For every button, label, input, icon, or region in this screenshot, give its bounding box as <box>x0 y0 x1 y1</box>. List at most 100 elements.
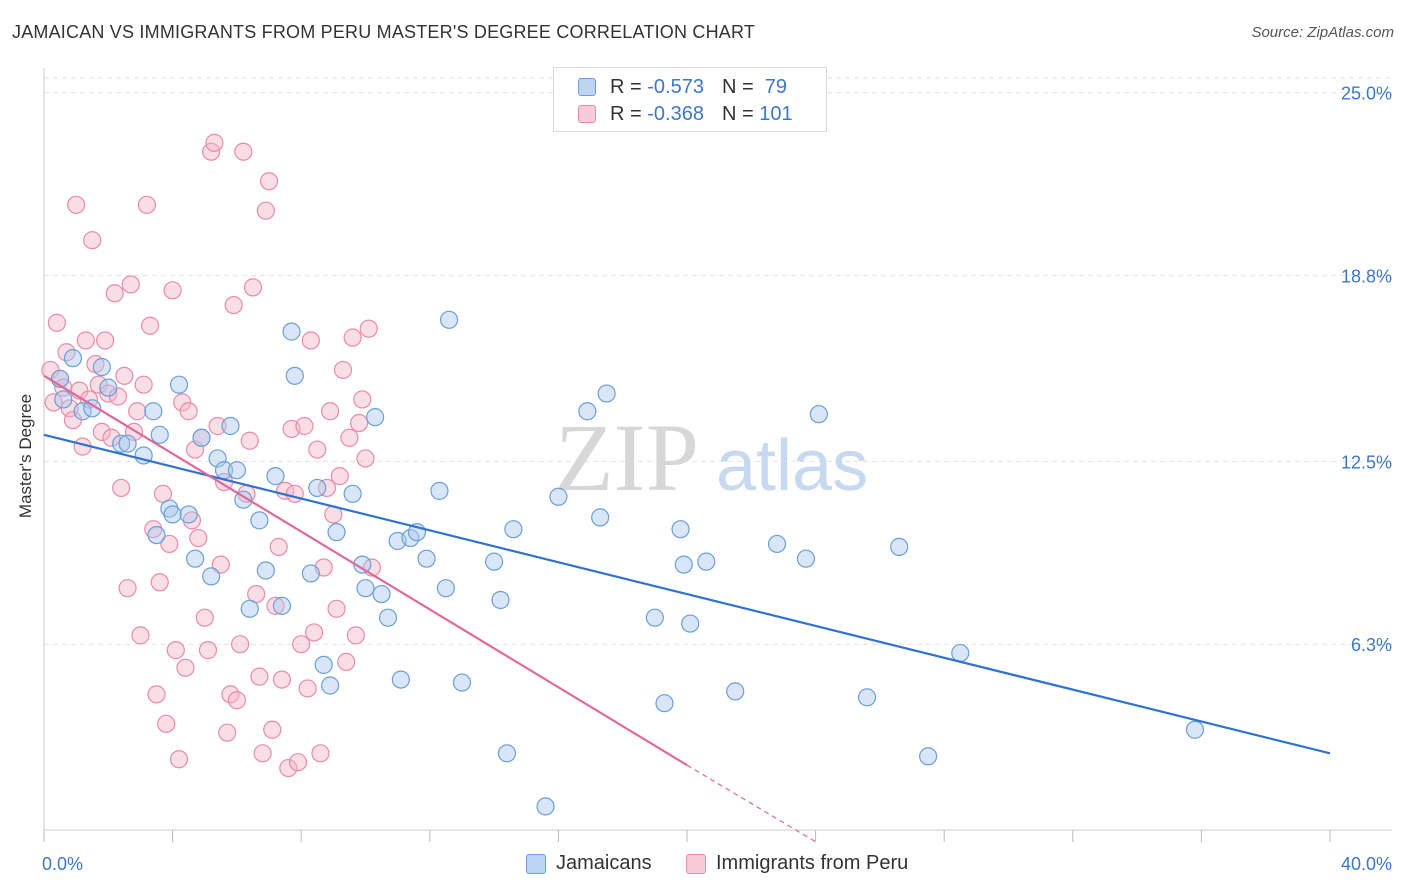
peru-point <box>150 573 169 592</box>
peru-point <box>321 402 340 421</box>
legend-n-value: 101 <box>759 102 793 125</box>
jamaican-point <box>591 508 610 527</box>
jamaican-point <box>282 322 301 341</box>
legend-row-peru: R = -0.368 N = 101 <box>578 101 793 127</box>
peru-point <box>160 534 179 554</box>
peru-point <box>333 360 353 380</box>
jamaican-point <box>208 449 227 468</box>
legend-n-label: N = <box>721 102 754 125</box>
jamaican-point <box>417 549 436 568</box>
jamaican-point <box>54 390 73 409</box>
y-tick-label: 25.0% <box>1341 84 1392 104</box>
jamaican-point <box>951 643 970 663</box>
peru-point <box>83 231 102 250</box>
peru-trend-extension <box>686 764 816 843</box>
axes <box>43 68 1392 842</box>
jamaican-point <box>92 357 111 377</box>
peru-point <box>47 313 66 332</box>
jamaican-point <box>285 366 304 385</box>
jamaican-point <box>314 655 333 674</box>
watermark: ZIP atlas <box>555 404 868 511</box>
jamaican-point <box>578 402 597 421</box>
legend-item-peru: Immigrants from Peru <box>686 852 908 875</box>
jamaican-point <box>366 408 385 427</box>
jamaican-point <box>645 608 664 627</box>
peru-point <box>105 284 124 303</box>
peru-point <box>298 679 317 698</box>
peru-point <box>157 714 176 733</box>
jamaican-point <box>192 428 211 447</box>
jamaican-point <box>491 590 510 610</box>
jamaican-point <box>99 378 118 397</box>
jamaican-point <box>202 567 221 586</box>
jamaican-point <box>439 310 459 329</box>
jamaican-point <box>536 797 555 816</box>
peru-point <box>340 428 359 447</box>
series-legend: Jamaicans Immigrants from Peru <box>0 852 1406 876</box>
jamaican-point <box>857 688 877 707</box>
peru-point <box>169 750 189 769</box>
jamaican-point <box>549 487 568 506</box>
jamaican-point <box>186 549 205 568</box>
jamaican-point <box>674 555 693 574</box>
peru-point <box>147 685 166 704</box>
jamaican-point <box>272 596 292 615</box>
jamaican-point <box>144 402 163 421</box>
peru-point <box>134 375 153 394</box>
jamaican-points <box>50 310 1205 816</box>
peru-point <box>95 331 115 350</box>
peru-point <box>118 579 137 598</box>
jamaican-point <box>726 682 745 701</box>
jamaican-point <box>147 525 166 545</box>
jamaican-point <box>504 520 523 539</box>
peru-point <box>198 641 218 660</box>
jamaican-point <box>234 490 253 509</box>
y-tick-label: 6.3% <box>1351 635 1392 655</box>
jamaican-point <box>671 520 690 539</box>
legend-label-peru: Immigrants from Peru <box>716 852 909 874</box>
tick-labels: 6.3% 12.5% 18.8% 25.0% 0.0% 40.0% <box>42 84 1392 874</box>
watermark-zip: ZIP <box>555 404 699 511</box>
peru-point <box>243 278 263 297</box>
legend-n-label: N = <box>721 75 754 98</box>
legend-label-jamaicans: Jamaicans <box>556 852 652 874</box>
jamaican-point <box>221 416 240 436</box>
jamaican-point <box>308 478 327 498</box>
jamaican-point <box>681 614 700 633</box>
jamaican-point <box>767 534 787 554</box>
jamaican-point <box>356 579 375 598</box>
jamaican-point <box>697 552 716 571</box>
peru-point <box>189 528 208 548</box>
jamaican-point <box>240 599 259 618</box>
peru-point <box>269 537 288 556</box>
peru-point <box>92 422 111 441</box>
jamaican-point <box>485 552 504 571</box>
peru-point <box>353 390 372 409</box>
legend-r-value: -0.573 <box>647 75 704 98</box>
jamaican-point <box>597 384 616 403</box>
peru-trend-line <box>43 374 688 767</box>
peru-point <box>234 142 253 161</box>
peru-point <box>195 608 214 627</box>
jamaican-point <box>919 747 938 766</box>
peru-point <box>208 416 227 436</box>
peru-point <box>346 626 365 645</box>
peru-point <box>128 402 147 421</box>
jamaican-trend-line <box>43 433 1331 755</box>
peru-point <box>256 201 275 220</box>
peru-points <box>41 133 382 778</box>
peru-point <box>266 596 285 615</box>
peru-point <box>67 195 86 214</box>
peru-point <box>263 720 282 739</box>
stats-legend: R = -0.573 N = 79 R = -0.368 N = 101 <box>553 67 827 132</box>
peru-point <box>102 428 121 447</box>
jamaican-point <box>112 434 131 453</box>
peru-point <box>163 281 182 300</box>
peru-point <box>285 484 304 503</box>
peru-point <box>343 328 362 347</box>
peru-point <box>250 667 269 686</box>
peru-point <box>76 331 95 350</box>
jamaican-point <box>655 694 674 713</box>
jamaican-point <box>436 579 455 598</box>
